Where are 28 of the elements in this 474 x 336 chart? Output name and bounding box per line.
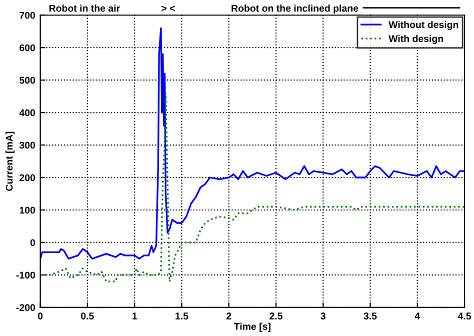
text: Robot on the inclined plane: [232, 4, 358, 14]
x-tick-label: 3.5: [364, 312, 377, 320]
x-tick-label: 2: [226, 312, 232, 320]
y-tick-label: 0: [30, 239, 36, 246]
y-tick-label: 500: [20, 76, 36, 84]
x-tick-label: 3: [320, 312, 326, 320]
x-tick-label: 1: [132, 312, 137, 320]
x-axis-title: Time [s]: [234, 322, 270, 332]
y-tick-label: 100: [20, 206, 36, 214]
y-tick-label: 700: [20, 12, 36, 19]
x-tick-label: 1.5: [176, 312, 188, 320]
x-tick-label: 2.5: [270, 312, 282, 320]
legend-label: Without design: [388, 20, 458, 30]
text: Robot in the air: [49, 4, 120, 12]
legend-label: With design: [388, 34, 443, 44]
line-series: [40, 92, 465, 282]
x-tick-label: 4.5: [458, 312, 472, 320]
x-tick-label: 0: [38, 312, 43, 320]
y-tick-label: -200: [16, 304, 36, 312]
y-tick-label: 200: [20, 174, 36, 182]
x-tick-label: 0.5: [81, 312, 94, 320]
text: > <: [162, 6, 175, 12]
x-tick-label: 4: [414, 312, 420, 320]
y-axis-title: Current [mA]: [6, 132, 15, 191]
y-tick-label: -100: [16, 272, 36, 279]
y-tick-label: 400: [19, 109, 36, 116]
y-tick-label: 300: [19, 142, 36, 149]
y-tick-label: 600: [20, 44, 36, 52]
